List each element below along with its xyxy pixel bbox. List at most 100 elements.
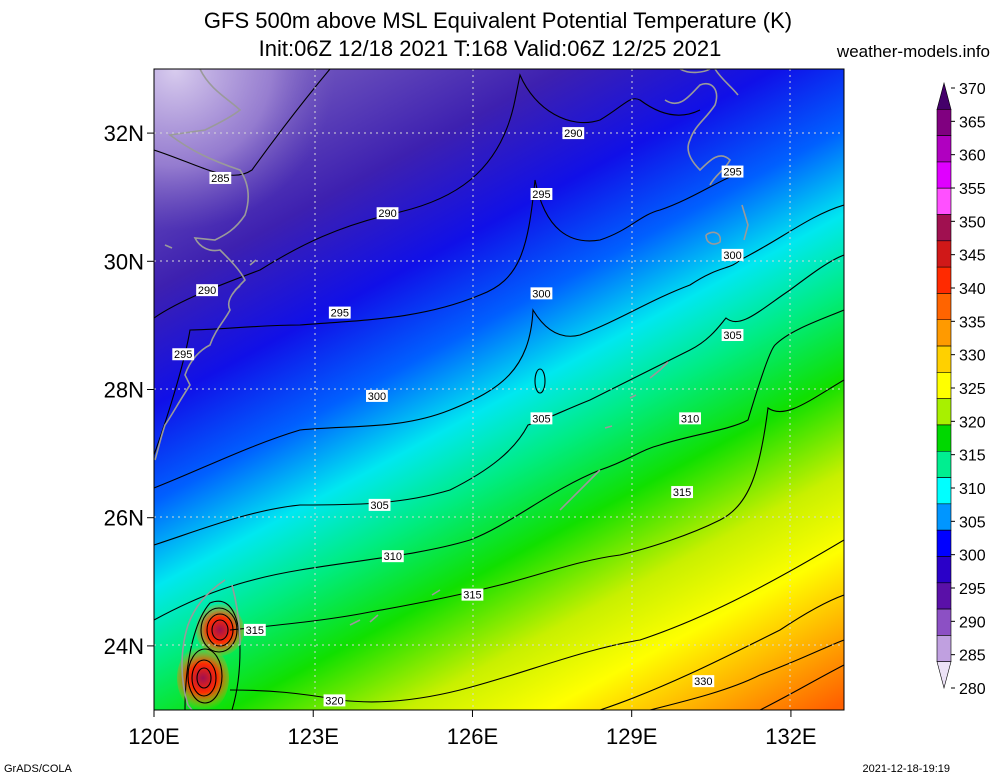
colorbar-swatch [936,608,952,636]
contour-label-box [671,486,694,499]
colorbar-swatch [936,398,952,426]
colorbar-tick-label: 335 [959,314,986,331]
contour-label: 305 [370,500,388,512]
colorbar-tick-label: 340 [959,281,986,298]
coast-tanegashima [741,204,749,241]
contour-ring-north-2 [206,613,234,647]
colorbar-swatch [936,293,952,321]
colorbar-swatch [936,345,952,373]
coastlines [154,69,749,710]
contour-label: 300 [723,250,741,262]
contour-295 [154,174,736,456]
nw-low-theta-area [154,69,454,289]
coast-china [154,69,250,461]
contour-label: 320 [325,695,343,707]
contour-label-box [530,412,553,425]
colorbar-swatch [936,477,952,505]
contour-ring-south-1 [196,667,212,689]
lon-tick-label: 120E [128,724,179,749]
contour-label: 315 [673,487,691,499]
contour-label: 285 [211,173,229,185]
colorbar-swatch [936,424,952,452]
coast-taiwan [181,579,241,710]
lon-tick-label: 132E [765,724,816,749]
colorbar-swatch [936,109,952,136]
contour-label-box [461,588,484,601]
colorbar-tick-label: 310 [959,481,986,498]
contour-label-box [243,623,266,636]
contour-ring-south-3 [187,648,223,704]
contour-label-box [692,675,715,688]
colorbar-tick-label: 305 [959,514,986,531]
contour-label: 295 [723,167,741,179]
contour-305 [154,254,844,546]
grid-lines [154,69,844,710]
contour-315 [229,379,844,631]
colorbar-swatch [936,187,952,215]
contour-label: 310 [681,413,699,425]
lat-tick-label: 30N [104,249,144,274]
hot-spot-north [196,604,244,656]
contour-islet-28n [534,368,546,394]
contour-ring-north-1 [211,619,229,641]
contour-label-box [368,498,391,511]
lon-tick-label: 123E [288,724,339,749]
colorbar-tick-label: 345 [959,248,986,265]
contour-label: 300 [368,391,386,403]
contour-label-box [328,306,351,319]
coast-yakushima [705,231,722,245]
colorbar-tick-label: 350 [959,214,986,231]
lon-tick-label: 129E [606,724,657,749]
colorbar-swatch [936,319,952,347]
axis-ticks: 120E 123E 126E 129E 132E 24N 26N 28N 30N 32N [104,121,817,749]
contour-290 [154,73,701,319]
colorbar-tick-label: 285 [959,648,986,665]
colorbar-swatch [936,372,952,399]
colorbar-swatch [936,240,952,268]
contour-label: 315 [246,625,264,637]
contour-label-box [721,248,744,261]
contour-label: 315 [463,590,481,602]
contour-label: 305 [532,413,550,425]
contour-label: 290 [198,285,216,297]
contour-label: 295 [174,349,192,361]
contour-325 [599,594,844,710]
contour-285 [154,69,331,176]
hot-spot-south [177,644,229,710]
colorbar-swatch [936,161,952,189]
colorbar: 370 365 360 355 350 345 340 335 330 325 320 315 310 3… [936,81,986,698]
contour-label: 300 [532,288,550,300]
contour-label: 295 [331,308,349,320]
colorbar-tick-label: 355 [959,181,986,198]
colorbar-swatch [936,635,952,662]
colorbar-swatch [936,266,952,294]
colorbar-tick-label: 370 [959,81,986,98]
colorbar-tick-label: 315 [959,448,986,465]
contour-lines [154,69,844,710]
lon-tick-label: 126E [447,724,498,749]
contour-label-box [209,171,232,184]
colorbar-swatch [936,503,952,531]
contour-label-box [366,389,388,402]
contour-300 [154,204,844,489]
contour-330 [649,639,844,710]
footer-right-label: 2021-12-18-19:19 [862,763,950,775]
site-label: weather-models.info [836,42,990,61]
contour-label: 290 [378,208,396,220]
colorbar-tick-label: 300 [959,548,986,565]
chart-subtitle: Init:06Z 12/18 2021 T:168 Valid:06Z 12/2… [258,36,722,61]
contour-label-box [323,694,346,707]
contour-label-box [376,207,399,220]
contour-label-box [530,187,553,200]
contour-hot-envelope [184,600,241,710]
colorbar-tick-label: 280 [959,681,986,698]
chart-title: GFS 500m above MSL Equivalent Potential … [203,8,793,33]
contour-320 [229,539,844,703]
contour-label-box [530,287,553,300]
contour-label-box [381,550,404,563]
colorbar-tick-label: 295 [959,581,986,598]
colorbar-swatch [936,556,952,584]
colorbar-swatch [936,214,952,242]
contour-335 [759,664,844,710]
colorbar-swatch [936,529,952,557]
